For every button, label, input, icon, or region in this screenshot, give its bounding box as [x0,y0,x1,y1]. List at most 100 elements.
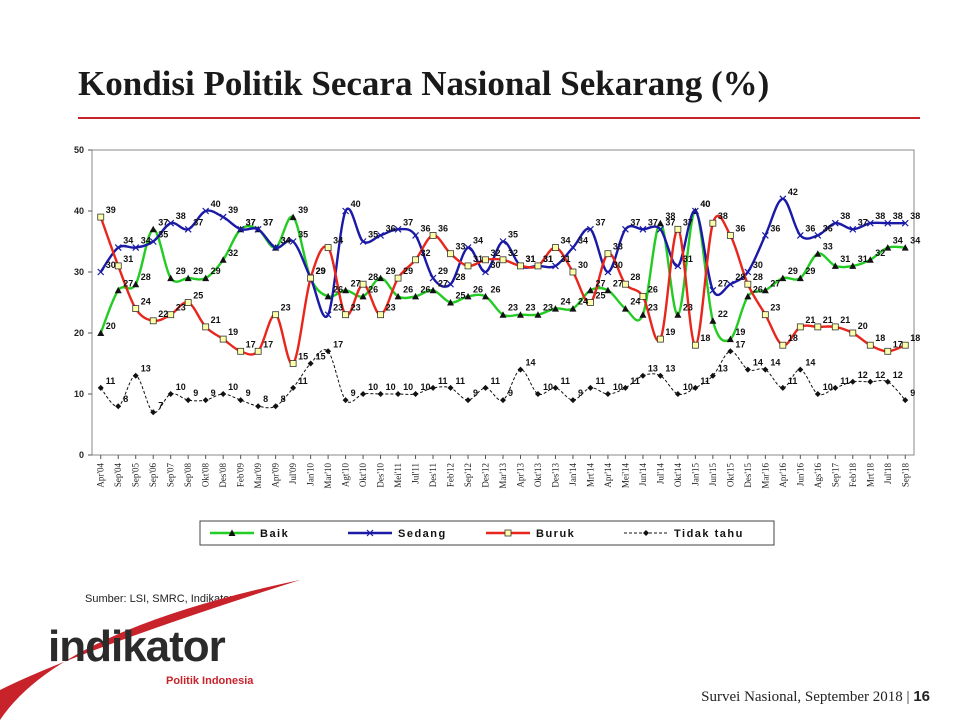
data-label-buruk: 30 [578,260,588,270]
data-point-baik [447,299,455,306]
x-tick-label: Feb'09 [236,463,246,488]
data-label-baik: 29 [193,266,203,276]
data-point-baik [482,292,490,300]
x-tick-label: Okt'08 [201,463,211,488]
data-point-buruk [779,341,787,349]
data-label-tidak-tahu: 14 [770,358,780,368]
data-point-baik [814,250,822,257]
data-point-baik [219,256,227,263]
data-label-tidak-tahu: 8 [281,394,286,404]
data-point-baik [429,286,437,294]
data-point-baik [289,213,297,221]
legend-label-sedang: Sedang [398,528,447,540]
data-label-buruk: 26 [648,284,658,294]
data-point-sedang [656,225,664,233]
x-tick-label: Apr'16 [778,463,788,488]
data-label-sedang: 29 [438,266,448,276]
data-label-sedang: 39 [228,205,238,215]
data-label-sedang: 35 [508,230,518,240]
data-label-tidak-tahu: 11 [438,376,448,386]
x-tick-label: Sep'08 [183,463,193,488]
data-labels: 20 27 28 37 29 29 29 32 37 37 34 39 29 26 27 26 29 26 26 27… [106,187,921,410]
data-label-baik: 37 [263,217,273,227]
data-point-buruk [97,213,105,221]
data-point-tidak-tahu [220,391,227,397]
data-point-baik [621,305,629,312]
x-tick-label: Jul'14 [655,463,665,485]
legend-label-baik: Baik [260,528,289,540]
data-label-tidak-tahu: 9 [473,388,478,398]
data-point-buruk [552,244,559,251]
data-point-tidak-tahu [272,403,279,410]
x-tick-label: Okt'15 [725,463,735,488]
data-point-buruk [657,335,664,343]
data-point-baik [149,225,157,233]
x-tick-label: Des'12 [481,463,491,488]
data-point-sedang [779,195,787,203]
data-label-sedang: 38 [176,211,186,221]
data-point-sedang [97,268,105,276]
data-point-sedang [289,238,297,245]
data-point-baik [464,292,472,300]
data-label-tidak-tahu: 11 [788,376,798,386]
data-label-tidak-tahu: 13 [648,364,658,374]
line-chart: 0 10 20 30 40 50 Apr'04 Sep'04 Sep'05 Sep'06 Sep'… [74,145,921,546]
data-point-buruk [289,360,297,367]
data-label-buruk: 23 [770,303,780,313]
x-tick-label: Des'15 [743,463,753,488]
x-tick-label: Sep'06 [148,463,158,488]
data-label-buruk: 36 [438,223,448,233]
data-label-sedang: 38 [840,211,850,221]
data-label-baik: 22 [718,309,728,319]
data-label-baik: 23 [525,303,535,313]
data-label-tidak-tahu: 17 [333,339,343,349]
data-label-baik: 28 [141,272,151,282]
data-point-buruk [814,323,822,331]
data-label-baik: 32 [875,248,885,258]
data-point-sedang [744,268,752,276]
data-point-baik [167,274,175,282]
data-label-baik: 26 [491,284,501,294]
data-label-buruk: 25 [193,291,203,301]
data-point-sedang [272,244,280,252]
page-number: 16 [913,688,930,705]
data-label-sedang: 34 [123,236,133,246]
data-label-sedang: 31 [525,254,535,264]
slide-title: Kondisi Politik Secara Nasional Sekarang… [78,64,770,103]
data-label-sedang: 37 [648,217,658,227]
y-tick-label: 20 [74,328,84,338]
data-point-baik [726,335,734,343]
data-label-baik: 38 [665,211,675,221]
data-point-baik [901,244,909,251]
x-tick-label: Jan'14 [568,463,578,486]
data-label-sedang: 35 [158,230,168,240]
data-label-tidak-tahu: 11 [491,376,501,386]
legend: Baik Sedang Buruk Tidak tahu [199,520,775,546]
data-label-buruk: 31 [123,254,133,264]
x-tick-label: Jan'15 [690,463,700,486]
data-label-buruk: 18 [875,333,885,343]
data-label-baik: 29 [386,266,396,276]
data-label-baik: 27 [351,278,361,288]
data-point-sedang [184,225,192,233]
legend-marker-baik [228,529,236,536]
data-point-sedang [167,219,175,227]
data-point-baik [359,292,367,300]
data-label-sedang: 37 [263,217,273,227]
x-tick-label: Sep'12 [463,463,473,487]
data-point-baik [202,274,210,282]
data-point-sedang [237,225,245,233]
data-label-sedang: 37 [630,217,640,227]
data-label-tidak-tahu: 10 [368,382,378,392]
data-point-buruk [307,274,315,282]
data-point-tidak-tahu [150,409,157,416]
data-point-baik [744,292,752,300]
data-point-sedang [622,225,629,233]
data-label-sedang: 30 [613,260,623,270]
legend-marker-sedang [366,529,374,537]
x-tick-label: Apr'04 [96,463,106,488]
data-point-tidak-tahu [447,384,454,391]
plot-area [91,149,915,456]
data-point-baik [569,305,577,312]
data-point-tidak-tahu [692,384,699,391]
